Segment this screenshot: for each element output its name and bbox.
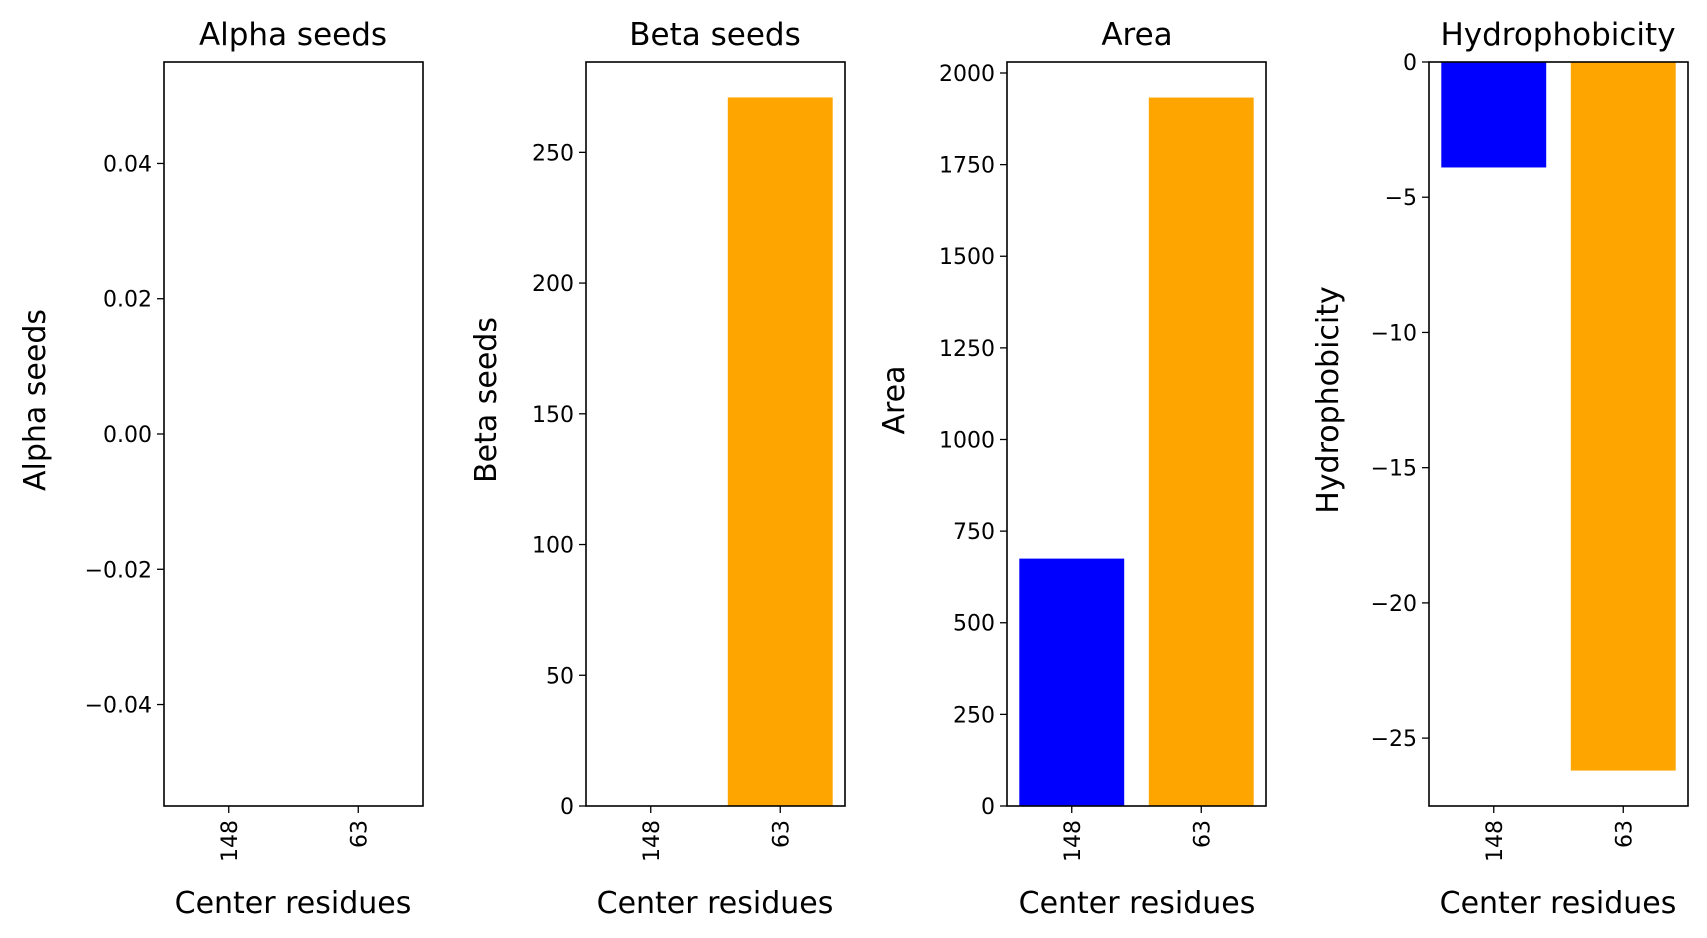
y-tick-label: 250 — [953, 703, 995, 728]
y-tick-label: 0 — [1403, 51, 1417, 76]
x-tick-label: 148 — [1061, 820, 1086, 862]
y-tick-label: −25 — [1371, 727, 1417, 752]
x-tick-label: 63 — [1612, 820, 1637, 848]
y-axis-label: Area — [877, 365, 912, 434]
plot-area-frame — [1428, 61, 1689, 807]
y-tick-label: 500 — [953, 612, 995, 637]
plot-area-frame — [163, 61, 424, 807]
y-tick-label: 2000 — [939, 62, 995, 87]
y-tick-label: 1750 — [939, 154, 995, 179]
panel-title: Area — [1101, 17, 1172, 53]
y-axis-label: Beta seeds — [469, 317, 504, 483]
y-tick-label: 150 — [532, 403, 574, 428]
x-tick-label: 148 — [218, 820, 243, 862]
panel-title: Beta seeds — [629, 17, 800, 53]
bar-63 — [727, 97, 833, 807]
plot-area-frame — [1006, 61, 1267, 807]
hydrophobicity-panel: Hydrophobicity Hydrophobicity Center res… — [1311, 17, 1689, 921]
y-tick-label: 1000 — [939, 428, 995, 453]
y-tick-label: 750 — [953, 520, 995, 545]
panel-title: Alpha seeds — [199, 17, 387, 53]
y-tick-label: 250 — [532, 141, 574, 166]
y-tick-label: −10 — [1371, 321, 1417, 346]
y-tick-label: 0.04 — [103, 152, 152, 177]
y-tick-label: 0 — [981, 795, 995, 820]
x-tick-label: 63 — [1190, 820, 1215, 848]
y-tick-label: 200 — [532, 272, 574, 297]
bar-148 — [1019, 558, 1125, 806]
x-axis-label: Center residues — [1019, 886, 1256, 921]
x-tick-label: 63 — [347, 820, 372, 848]
y-tick-label: 0 — [560, 795, 574, 820]
bar-148 — [1441, 62, 1547, 168]
x-tick-label: 63 — [769, 820, 794, 848]
plot-area-frame — [585, 61, 846, 807]
y-tick-label: 1250 — [939, 337, 995, 362]
y-tick-label: 0.02 — [103, 288, 152, 313]
y-tick-label: −0.04 — [85, 694, 152, 719]
y-tick-label: 100 — [532, 534, 574, 559]
y-tick-label: 1500 — [939, 245, 995, 270]
y-tick-label: −5 — [1385, 186, 1417, 211]
panel-title: Hydrophobicity — [1440, 17, 1675, 53]
y-axis-label: Hydrophobicity — [1311, 286, 1346, 514]
area-panel: Area Area Center residues 0 250 500 750 1000… — [877, 17, 1267, 921]
x-axis-label: Center residues — [1440, 886, 1677, 921]
y-axis-label: Alpha seeds — [18, 309, 53, 491]
bar-63 — [1148, 97, 1254, 807]
x-tick-label: 148 — [640, 820, 665, 862]
bar-63 — [1570, 62, 1676, 771]
y-tick-label: −20 — [1371, 592, 1417, 617]
x-axis-label: Center residues — [175, 886, 412, 921]
y-tick-label: 50 — [546, 664, 574, 689]
y-tick-label: −15 — [1371, 457, 1417, 482]
beta-seeds-panel: Beta seeds Beta seeds Center residues 0 5… — [469, 17, 846, 921]
x-axis-label: Center residues — [597, 886, 834, 921]
y-tick-label: 0.00 — [103, 423, 152, 448]
alpha-seeds-panel: Alpha seeds Alpha seeds Center residues … — [18, 17, 424, 921]
x-tick-label: 148 — [1483, 820, 1508, 862]
y-tick-label: −0.02 — [85, 558, 152, 583]
